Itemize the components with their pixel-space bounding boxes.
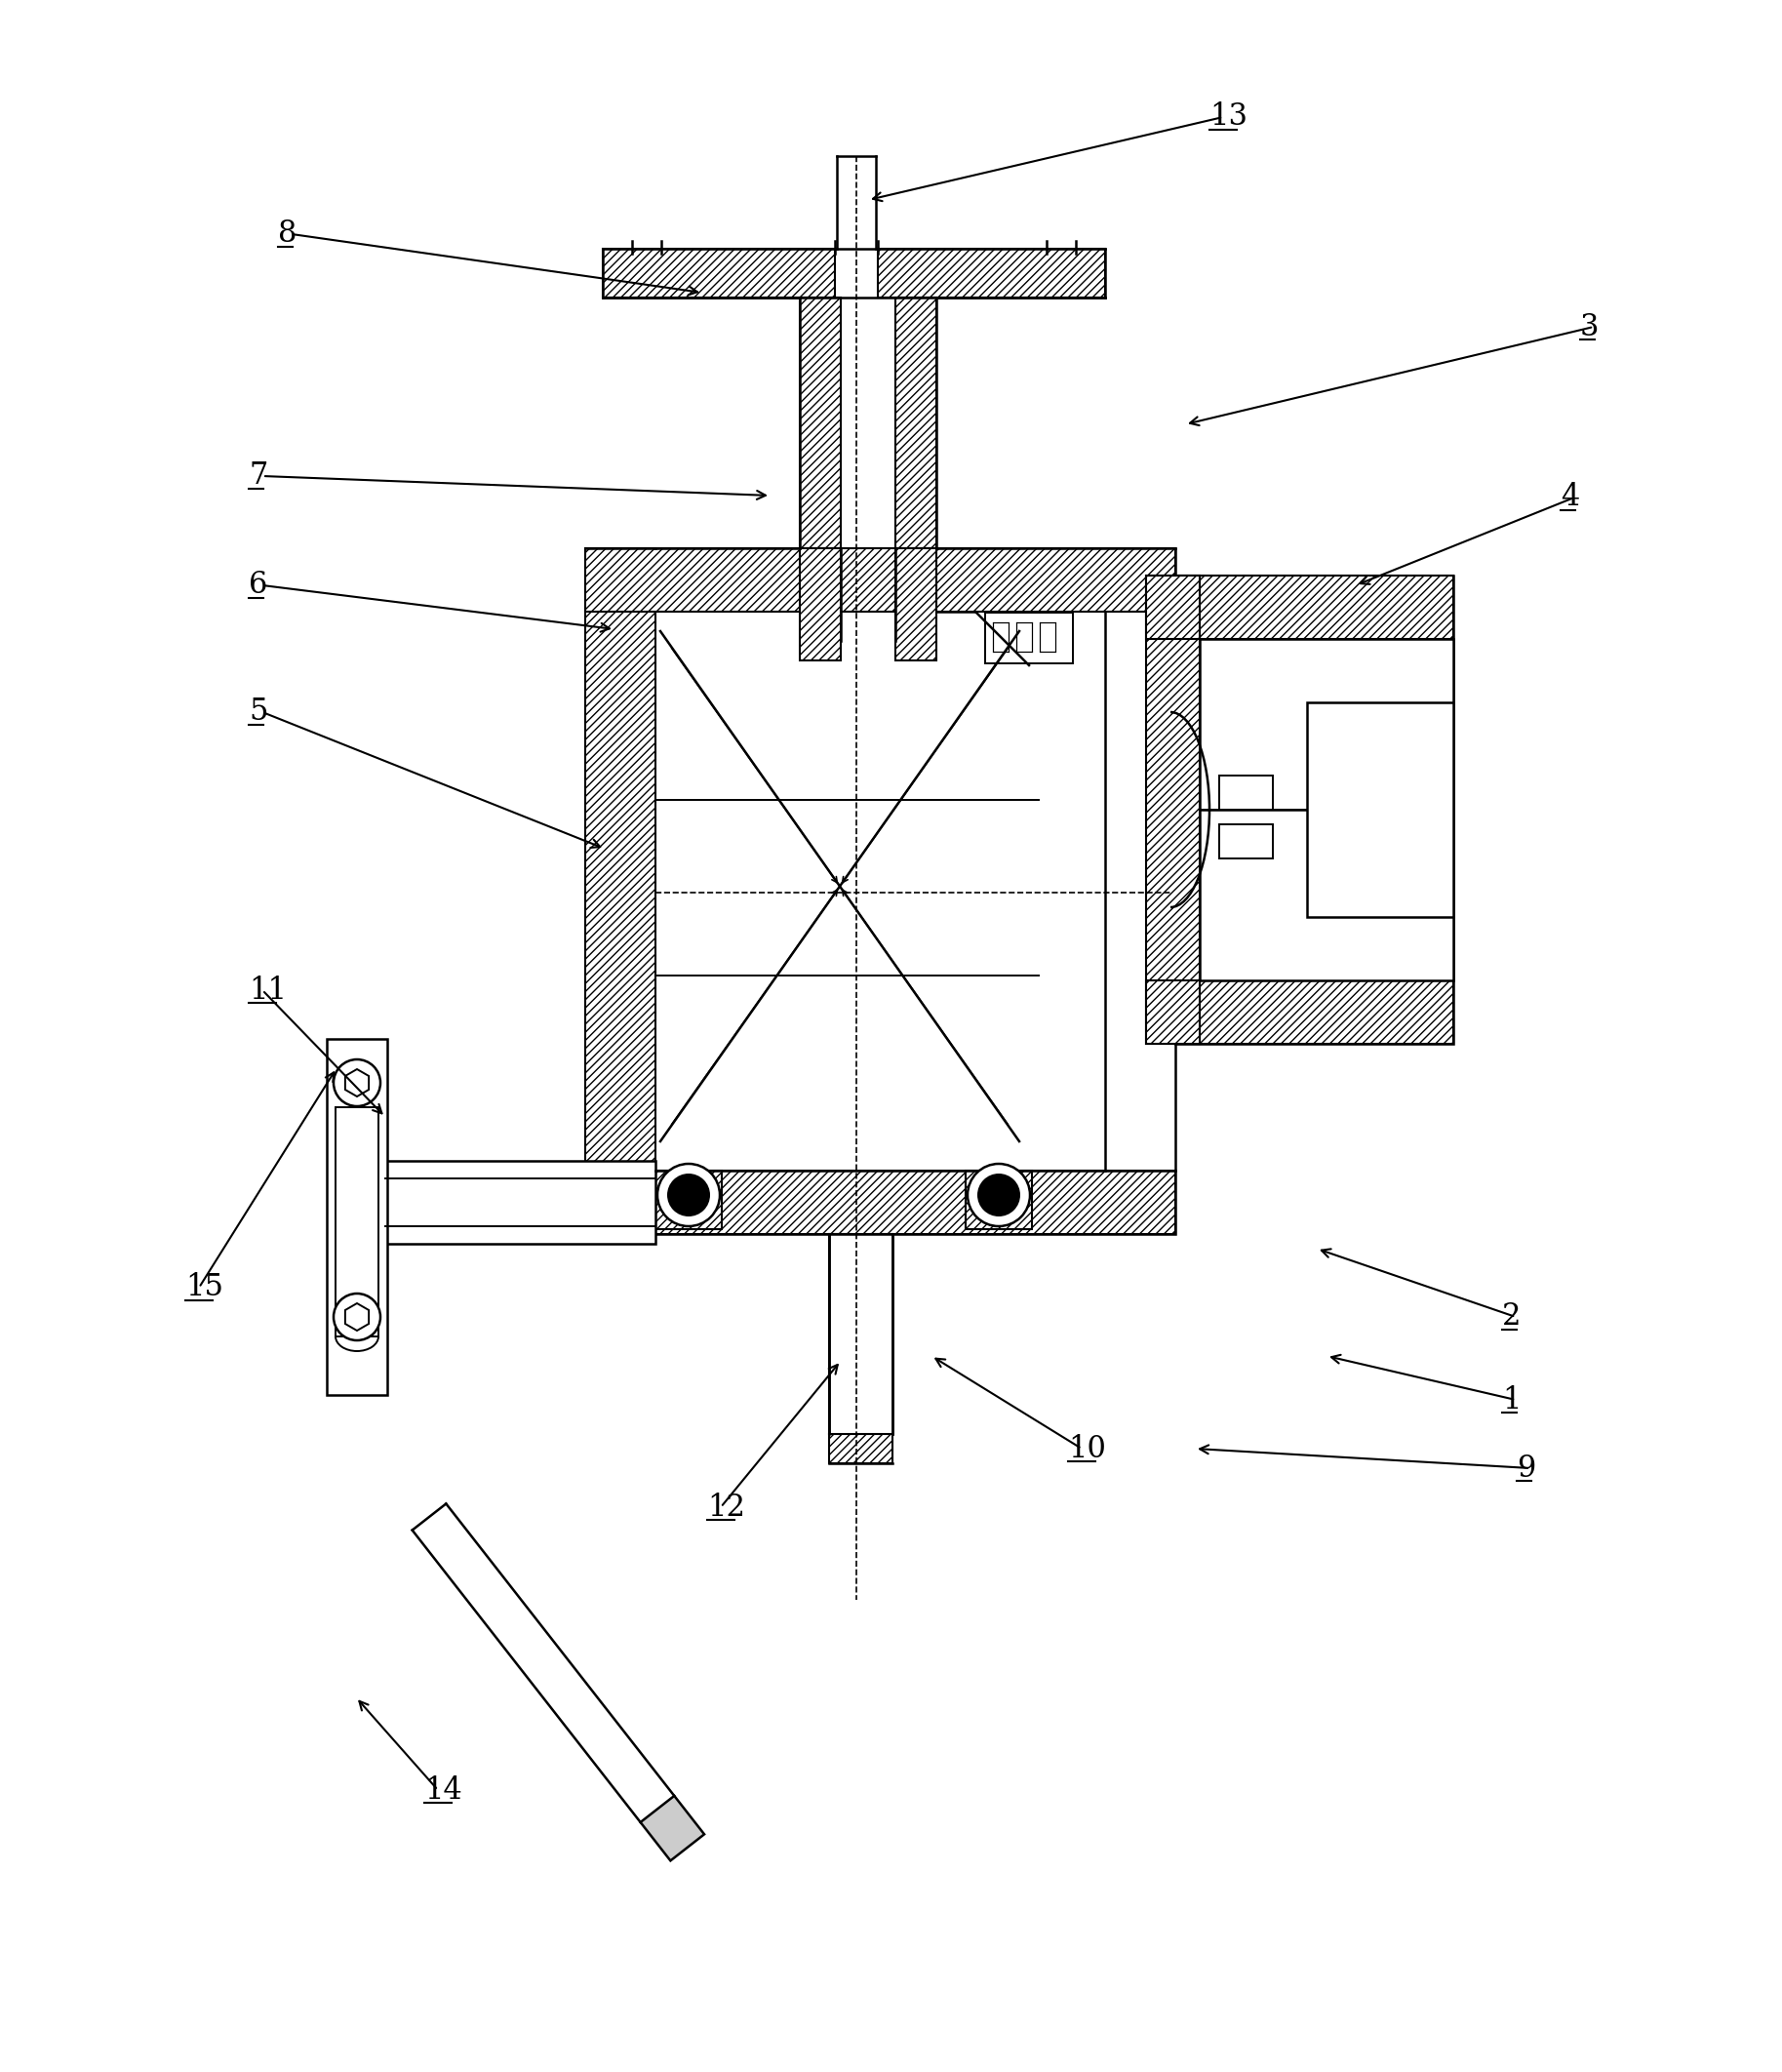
Circle shape xyxy=(333,1293,380,1341)
Bar xyxy=(1199,638,1454,810)
Circle shape xyxy=(333,1059,380,1106)
Text: 4: 4 xyxy=(1561,483,1579,512)
Bar xyxy=(602,249,836,298)
Bar xyxy=(879,249,1105,298)
Polygon shape xyxy=(640,1796,704,1861)
Circle shape xyxy=(666,1173,709,1216)
Bar xyxy=(895,549,936,661)
Bar xyxy=(584,549,1176,1235)
Bar xyxy=(584,549,656,1235)
Bar xyxy=(1146,980,1199,1044)
Bar xyxy=(656,1171,722,1229)
Bar xyxy=(871,1235,893,1434)
Bar xyxy=(966,1171,1032,1229)
Bar xyxy=(800,549,841,661)
Text: 14: 14 xyxy=(424,1776,462,1805)
Bar xyxy=(829,1434,893,1463)
Bar xyxy=(1176,980,1454,1044)
Text: 10: 10 xyxy=(1067,1434,1107,1463)
Polygon shape xyxy=(346,1069,369,1096)
Bar xyxy=(1146,576,1199,638)
Bar xyxy=(1176,576,1454,1044)
Text: 3: 3 xyxy=(1581,311,1598,342)
Text: 11: 11 xyxy=(249,976,287,1005)
Bar xyxy=(1199,810,1454,980)
Text: 7: 7 xyxy=(249,460,267,491)
Bar xyxy=(385,1160,656,1243)
Polygon shape xyxy=(346,1303,369,1330)
Bar xyxy=(584,549,1176,611)
Bar xyxy=(985,613,1073,663)
Circle shape xyxy=(977,1173,1021,1216)
Bar xyxy=(326,1038,387,1394)
Bar xyxy=(1146,576,1199,1044)
Bar xyxy=(993,622,1009,653)
Text: 8: 8 xyxy=(278,220,298,249)
Text: 15: 15 xyxy=(185,1272,223,1303)
Bar xyxy=(1039,622,1055,653)
Bar xyxy=(335,1106,378,1336)
Bar xyxy=(1219,825,1272,858)
Bar xyxy=(1219,775,1272,810)
Text: 13: 13 xyxy=(1210,102,1247,133)
Bar xyxy=(1016,622,1032,653)
Text: 2: 2 xyxy=(1502,1301,1522,1332)
Circle shape xyxy=(968,1164,1030,1227)
Circle shape xyxy=(658,1164,720,1227)
Text: 1: 1 xyxy=(1502,1384,1522,1415)
Bar xyxy=(829,1235,850,1434)
Bar xyxy=(800,298,841,549)
Text: 5: 5 xyxy=(249,696,267,727)
Text: 12: 12 xyxy=(707,1492,745,1523)
Bar xyxy=(584,1171,1176,1235)
Bar xyxy=(829,1235,893,1434)
Bar xyxy=(895,298,936,549)
Text: 6: 6 xyxy=(249,570,267,601)
Bar xyxy=(1306,702,1454,918)
Bar xyxy=(1176,576,1454,638)
Text: 9: 9 xyxy=(1516,1452,1536,1484)
